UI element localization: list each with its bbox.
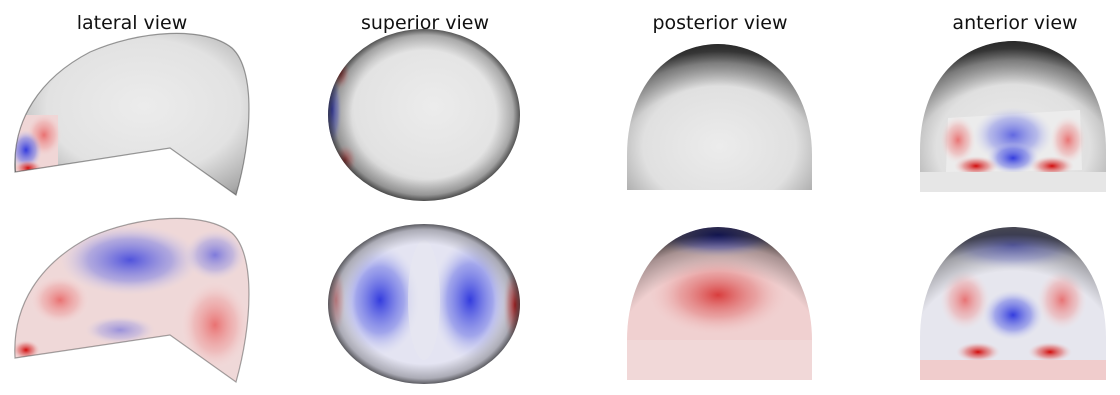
- superior-view-top: [328, 29, 520, 201]
- title-posterior-view: posterior view: [652, 12, 788, 34]
- posterior-view-top: [627, 44, 812, 190]
- title-anterior-view: anterior view: [952, 12, 1078, 34]
- anterior-view-bottom: [920, 227, 1106, 380]
- lateral-view-bottom: [14, 217, 250, 383]
- posterior-view-bottom: [627, 227, 812, 380]
- title-superior-view: superior view: [360, 12, 489, 34]
- anterior-view-top: [920, 41, 1106, 192]
- lateral-view-top: [14, 32, 250, 196]
- superior-view-bottom: [328, 224, 520, 384]
- title-lateral-view: lateral view: [76, 12, 188, 34]
